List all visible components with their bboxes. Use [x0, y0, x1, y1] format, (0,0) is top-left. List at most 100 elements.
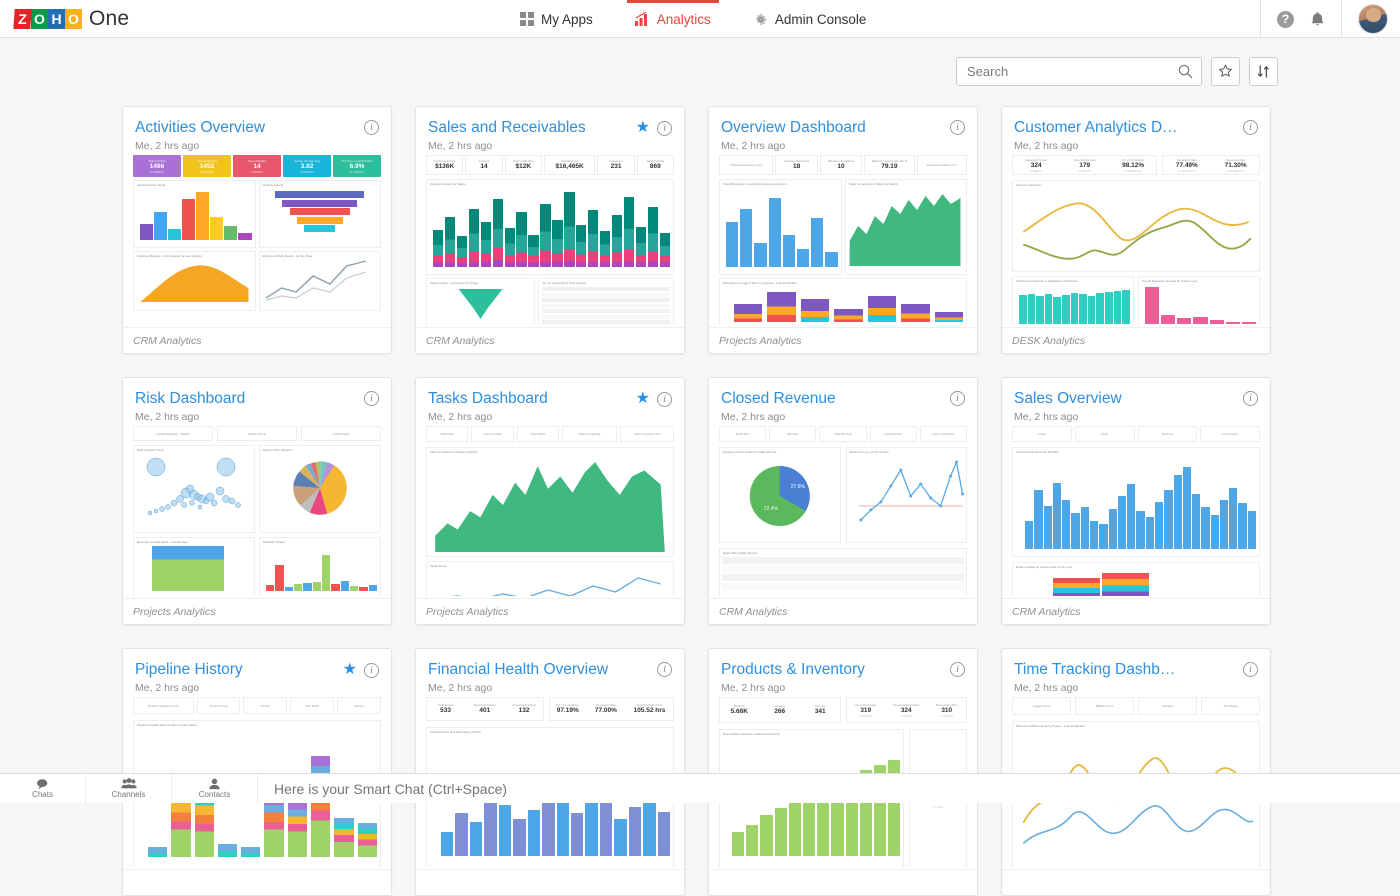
kpi-label: Milestone Completed with % — [871, 159, 907, 163]
kpi-tile: Pipeline — [337, 697, 381, 714]
favorites-filter-button[interactable] — [1211, 57, 1240, 86]
sort-button[interactable] — [1249, 57, 1278, 86]
card-header: Tasks Dashboard Me, 2 hrs ago ★ i — [416, 378, 684, 423]
kpi-value: 319 — [860, 706, 872, 714]
info-icon[interactable]: i — [364, 662, 379, 678]
info-icon[interactable]: i — [364, 391, 379, 406]
sort-icon — [1257, 65, 1269, 78]
dashboard-card-sales-overview[interactable]: Sales Overview Me, 2 hrs ago i Leads Dea… — [1001, 377, 1271, 625]
kpi-row: Total Amount Due $136K Invoices 14 Total… — [426, 155, 674, 175]
dashboard-card-products-and-inventory[interactable]: Products & Inventory Me, 2 hrs ago i Pro… — [708, 648, 978, 896]
card-title-group: Risk Dashboard Me, 2 hrs ago — [135, 389, 364, 423]
info-icon[interactable]: i — [1243, 662, 1258, 677]
zoho-one-logo[interactable]: Z O H O One — [0, 7, 129, 31]
kpi-tile: Leads — [1012, 426, 1072, 442]
card-subtitle: Me, 2 hrs ago — [428, 140, 493, 152]
nav-item-analytics[interactable]: Analytics — [626, 0, 719, 38]
chart-panel-bar: Lead Created Revenue Monthly — [1012, 447, 1260, 557]
chart-title: Sales Funnel - Conversion by Stage — [430, 281, 479, 285]
dashboard-card-tasks-dashboard[interactable]: Tasks Dashboard Me, 2 hrs ago ★ i Total … — [415, 377, 685, 625]
kpi-label: Won Deals — [305, 703, 320, 708]
chart-title: New Trades Created by Month and Priority — [723, 732, 780, 736]
kpi-tile: Open Responses 179 vs 166 Prev — [1061, 156, 1108, 174]
kpi-tile: Critical Tasks — [301, 426, 381, 441]
card-header: Activities Overview Me, 2 hrs ago i — [123, 107, 391, 152]
kpi-label: Received Tickets — [1025, 157, 1047, 162]
info-icon[interactable]: i — [1243, 391, 1258, 406]
info-icon[interactable]: i — [950, 662, 965, 677]
info-icon[interactable]: i — [657, 391, 672, 407]
kpi-label: Deals — [1101, 432, 1109, 436]
kpi-label: Sales Cycle Days — [932, 432, 955, 436]
kpi-tile: Conversions — [1200, 426, 1260, 442]
kpi-tile: Resolution Rate 77.49% vs 74.12% Prev — [1163, 156, 1211, 174]
chart-title: Top 10 Requests Created by Ticket Level — [1142, 279, 1197, 283]
info-icon[interactable]: i — [950, 391, 965, 406]
nav-item-admin-console[interactable]: Admin Console — [753, 0, 866, 38]
search-input[interactable] — [956, 57, 1202, 86]
kpi-value: 401 — [479, 707, 491, 714]
card-header: Financial Health Overview Me, 2 hrs ago … — [416, 649, 684, 694]
favorite-star-icon[interactable]: ★ — [342, 661, 357, 678]
mini-table — [720, 555, 966, 592]
kpi-label: Pct of Compliance — [1121, 157, 1145, 162]
chat-tab-chats[interactable]: Chats — [0, 773, 86, 804]
dashboard-card-sales-and-receivables[interactable]: Sales and Receivables Me, 2 hrs ago ★ i … — [415, 106, 685, 354]
kpi-sub: vs 74.12% Prev — [1178, 169, 1196, 173]
chart-panel-bar: Top 10 Requests Created by Ticket Level — [1138, 276, 1260, 325]
chart-title: Invoiced Amount by Status — [430, 182, 466, 186]
card-title-group: Financial Health Overview Me, 2 hrs ago — [428, 660, 657, 694]
kpi-label: Unsafe Trends — [247, 431, 267, 436]
nav-item-my-apps[interactable]: My Apps — [520, 0, 593, 38]
kpi-value: 324 — [1030, 161, 1042, 169]
info-icon[interactable]: i — [657, 120, 672, 136]
info-icon[interactable]: i — [1243, 120, 1258, 135]
chart-title: Timeline Compliance in Satisfaction with… — [1016, 279, 1078, 283]
dashboard-card-financial-health-overview[interactable]: Financial Health Overview Me, 2 hrs ago … — [415, 648, 685, 896]
card-footer — [123, 869, 391, 895]
kpi-tile: Pipeline Created Amount — [133, 697, 194, 714]
card-thumbnail: Received Tickets 324 vs 298 Prev Open Re… — [1012, 155, 1260, 325]
info-icon[interactable]: i — [950, 120, 965, 135]
card-header: Customer Analytics D… Me, 2 hrs ago i — [1002, 107, 1270, 152]
card-footer — [416, 869, 684, 895]
dashboard-card-risk-dashboard[interactable]: Risk Dashboard Me, 2 hrs ago i Unbilled … — [122, 377, 392, 625]
dashboard-card-time-tracking-dashboard[interactable]: Time Tracking Dashb… Me, 2 hrs ago i Log… — [1001, 648, 1271, 896]
chat-tab-channels[interactable]: Channels — [86, 773, 172, 804]
divider — [1341, 0, 1342, 38]
chart-title: Activities Breakup - First Quarter vs La… — [137, 254, 202, 258]
smart-chat-input[interactable] — [258, 773, 1400, 804]
card-title-group: Tasks Dashboard Me, 2 hrs ago — [428, 389, 636, 423]
favorite-star-icon[interactable]: ★ — [635, 390, 650, 407]
info-icon[interactable]: i — [657, 662, 672, 677]
kpi-tile: Unsafe Trends — [217, 426, 297, 441]
chat-tab-contacts[interactable]: Contacts — [172, 773, 258, 804]
card-actions: i — [1243, 389, 1258, 406]
kpi-label: Revenue — [1161, 432, 1173, 436]
kpi-tile: Items Purchased 319 vs 298 Prev — [846, 698, 885, 722]
favorite-star-icon[interactable]: ★ — [635, 119, 650, 136]
dashboard-card-pipeline-history[interactable]: Pipeline History Me, 2 hrs ago ★ i Pipel… — [122, 648, 392, 896]
kpi-sub: vs 3.90 Prev — [300, 170, 314, 174]
kpi-label: Milestone Completed — [827, 159, 855, 163]
kpi-sub: vs 96.08% Prev — [1124, 169, 1142, 173]
chart-panel-stacked-bar: Milestone vs Logged Time by Projects - L… — [719, 278, 967, 325]
kpi-tile: Total Credit Note $12K — [504, 155, 542, 175]
line-chart — [1022, 202, 1252, 260]
notification-bell-icon[interactable] — [1310, 11, 1325, 28]
funnel-chart — [458, 289, 503, 319]
dashboard-card-activities-overview[interactable]: Activities Overview Me, 2 hrs ago i Tota… — [122, 106, 392, 354]
kpi-tile: Invoices 14 — [465, 155, 503, 175]
dashboard-card-overview-dashboard[interactable]: Overview Dashboard Me, 2 hrs ago i Total… — [708, 106, 978, 354]
dashboard-card-closed-revenue[interactable]: Closed Revenue Me, 2 hrs ago i Deals Won… — [708, 377, 978, 625]
avatar[interactable] — [1358, 4, 1388, 34]
kpi-value: $12K — [515, 163, 532, 170]
kpi-value: 231 — [610, 163, 622, 170]
info-icon[interactable]: i — [364, 120, 379, 135]
help-icon[interactable]: ? — [1277, 10, 1294, 28]
kpi-label: Utilization — [1161, 704, 1174, 708]
dashboard-card-customer-analytics[interactable]: Customer Analytics D… Me, 2 hrs ago i Re… — [1001, 106, 1271, 354]
kpi-value: 869 — [649, 163, 661, 170]
card-footer: CRM Analytics — [416, 327, 684, 353]
chart-panel-scatter: Risk Creation Trend — [133, 445, 255, 533]
